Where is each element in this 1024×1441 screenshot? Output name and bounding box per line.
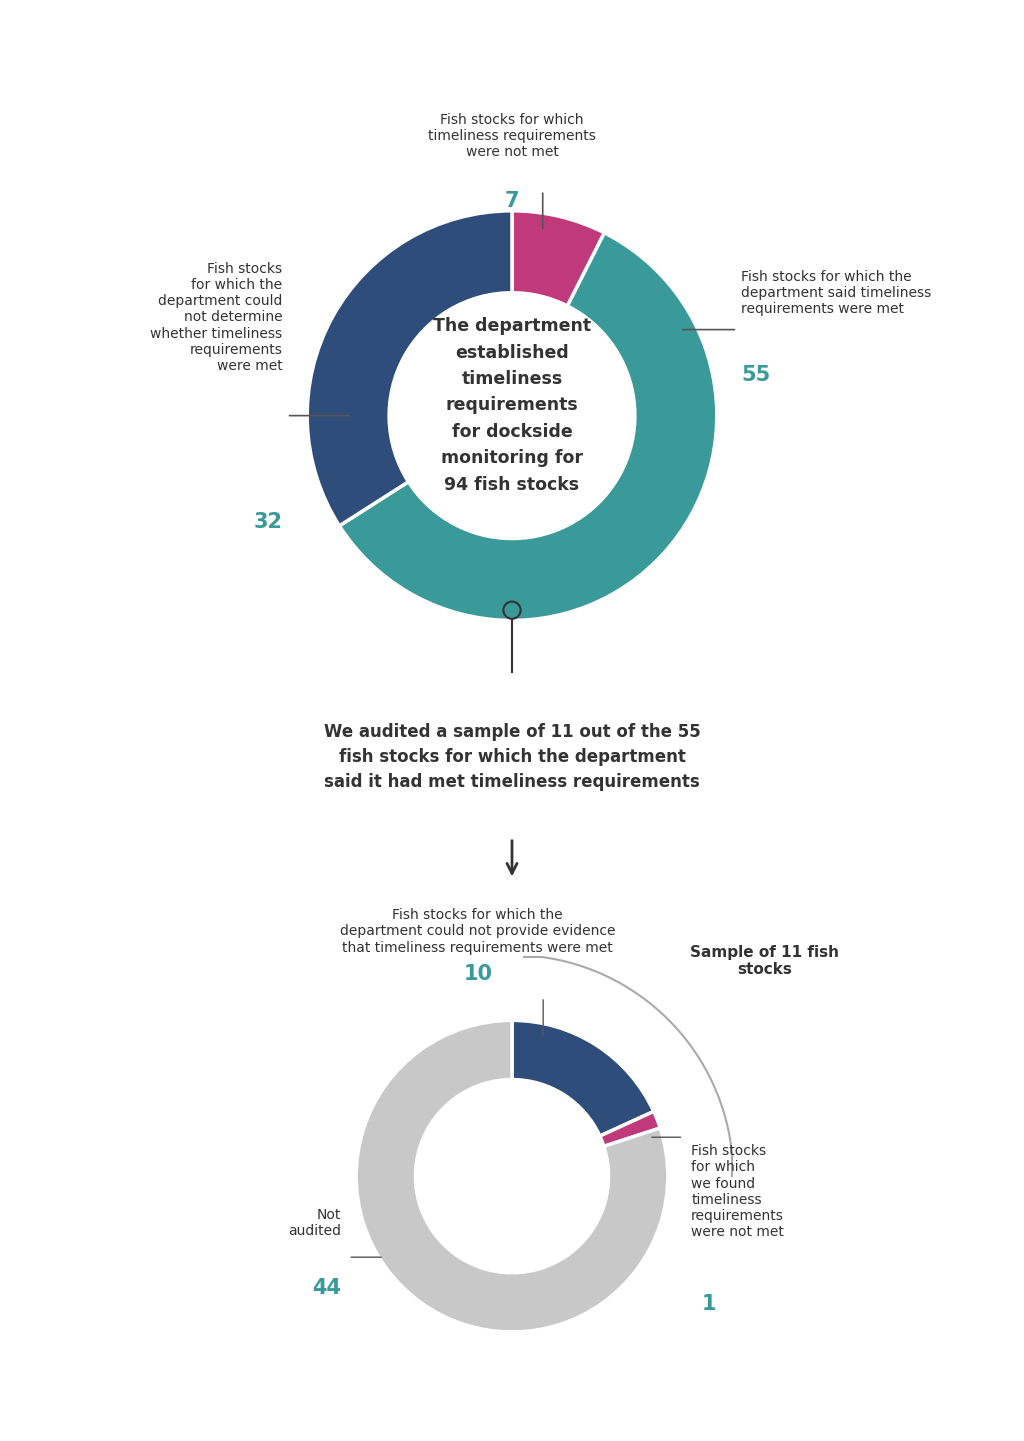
Wedge shape [512,1020,653,1136]
Wedge shape [356,1020,668,1331]
Text: Fish stocks for which the
department could not provide evidence
that timeliness : Fish stocks for which the department cou… [340,908,615,954]
Text: Fish stocks for which
timeliness requirements
were not met: Fish stocks for which timeliness require… [428,112,596,159]
Wedge shape [512,210,604,305]
Text: 44: 44 [311,1278,341,1298]
Wedge shape [307,210,512,526]
Text: Not
audited: Not audited [288,1208,341,1238]
Text: 7: 7 [505,190,519,210]
Text: 10: 10 [463,964,493,984]
Text: 1: 1 [702,1294,717,1314]
Text: Sample of 11 fish
stocks: Sample of 11 fish stocks [690,945,839,977]
Wedge shape [600,1111,660,1147]
Text: We audited a sample of 11 out of the 55
fish stocks for which the department
sai: We audited a sample of 11 out of the 55 … [324,722,700,791]
Text: Fish stocks
for which
we found
timeliness
requirements
were not met: Fish stocks for which we found timelines… [691,1144,784,1239]
Text: Fish stocks
for which the
department could
not determine
whether timeliness
requ: Fish stocks for which the department cou… [151,262,283,373]
Text: 32: 32 [254,512,283,532]
Wedge shape [339,233,717,621]
Text: Fish stocks for which the
department said timeliness
requirements were met: Fish stocks for which the department sai… [741,269,932,316]
Text: 55: 55 [741,365,771,385]
Text: The department
established
timeliness
requirements
for dockside
monitoring for
9: The department established timeliness re… [433,317,591,494]
